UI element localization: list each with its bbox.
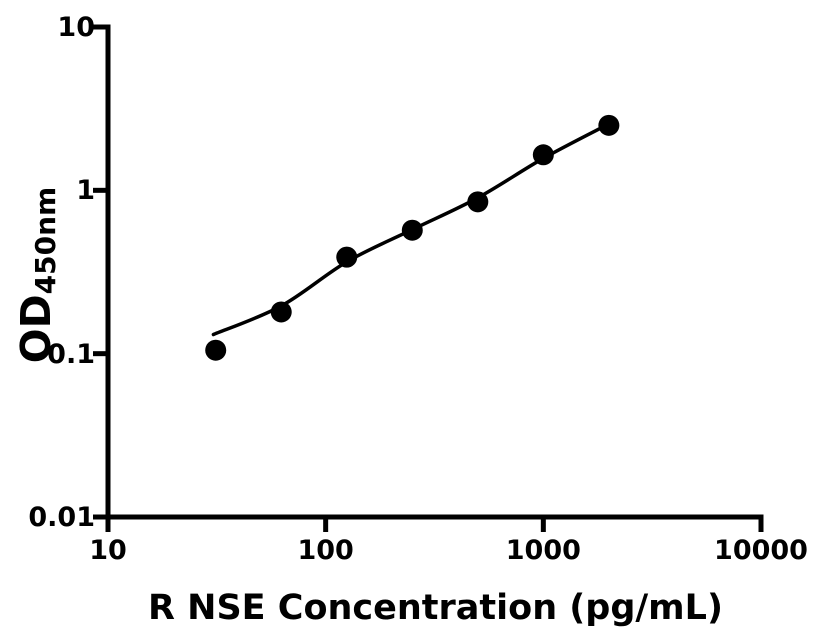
- axes: [93, 24, 764, 532]
- x-tick-label: 1000: [505, 535, 581, 566]
- x-tick-label: 100: [297, 535, 354, 566]
- y-axis-title-subscript: 450nm: [29, 186, 62, 295]
- data-points: [205, 114, 620, 361]
- data-point: [270, 301, 292, 323]
- x-tick-label: 10: [89, 535, 127, 566]
- y-tick-label: 1: [76, 175, 95, 207]
- y-tick-label: 0.1: [47, 338, 95, 370]
- x-axis-title: R NSE Concentration (pg/mL): [148, 588, 723, 628]
- y-axis-title-main: OD: [12, 294, 60, 364]
- data-point: [401, 219, 423, 241]
- x-tick-label: 10000: [714, 535, 808, 566]
- y-tick-label: 10: [57, 12, 95, 43]
- data-point: [598, 114, 620, 136]
- data-point: [532, 144, 554, 166]
- data-point: [205, 339, 227, 361]
- data-point: [467, 191, 489, 213]
- y-tick-label: 0.01: [28, 502, 95, 533]
- data-point: [336, 246, 358, 268]
- y-axis-title: OD450nm: [12, 187, 62, 363]
